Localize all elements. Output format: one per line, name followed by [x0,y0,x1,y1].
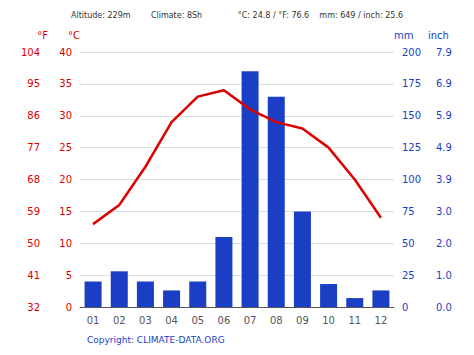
svg-text:200: 200 [402,47,421,58]
svg-text:125: 125 [402,142,421,153]
svg-text:25: 25 [59,142,72,153]
svg-text:10: 10 [322,315,335,326]
svg-text:08: 08 [270,315,283,326]
svg-text:75: 75 [402,206,415,217]
svg-text:inch: inch [428,30,449,41]
svg-text:41: 41 [27,270,40,281]
svg-text:7.9: 7.9 [436,47,452,58]
svg-text:mm: mm [394,30,413,41]
svg-text:07: 07 [244,315,257,326]
svg-text:40: 40 [59,47,72,58]
svg-text:15: 15 [59,206,72,217]
svg-text:68: 68 [27,174,40,185]
svg-text:°C: °C [68,30,80,41]
svg-text:°F: °F [37,30,48,41]
svg-text:150: 150 [402,110,421,121]
svg-text:2.0: 2.0 [436,238,452,249]
svg-text:5.9: 5.9 [436,110,452,121]
svg-text:12: 12 [375,315,388,326]
svg-text:01: 01 [87,315,100,326]
svg-text:20: 20 [59,174,72,185]
svg-text:86: 86 [27,110,40,121]
svg-text:4.9: 4.9 [436,142,452,153]
svg-text:30: 30 [59,110,72,121]
svg-text:Copyright: CLIMATE-DATA.ORG: Copyright: CLIMATE-DATA.ORG [87,335,225,345]
svg-text:0: 0 [402,302,408,313]
svg-text:3.0: 3.0 [436,206,452,217]
svg-text:77: 77 [27,142,40,153]
svg-text:59: 59 [27,206,40,217]
svg-text:05: 05 [191,315,204,326]
svg-text:03: 03 [139,315,152,326]
svg-text:50: 50 [402,238,415,249]
svg-text:02: 02 [113,315,126,326]
svg-text:0.0: 0.0 [436,302,452,313]
svg-text:10: 10 [59,238,72,249]
svg-text:104: 104 [21,47,40,58]
svg-text:35: 35 [59,78,72,89]
svg-text:0: 0 [66,302,72,313]
svg-text:100: 100 [402,174,421,185]
svg-text:Altitude: 229m Climate:: Altitude: 229m Climate: 8Sh °C: 24.8 / °… [71,11,403,20]
svg-text:175: 175 [402,78,421,89]
svg-text:3.9: 3.9 [436,174,452,185]
svg-text:1.0: 1.0 [436,270,452,281]
svg-text:11: 11 [348,315,361,326]
svg-text:5: 5 [66,270,72,281]
svg-text:25: 25 [402,270,415,281]
svg-text:95: 95 [27,78,40,89]
svg-text:50: 50 [27,238,40,249]
svg-text:09: 09 [296,315,309,326]
svg-text:04: 04 [165,315,178,326]
svg-text:32: 32 [27,302,40,313]
svg-text:6.9: 6.9 [436,78,452,89]
svg-text:06: 06 [218,315,231,326]
